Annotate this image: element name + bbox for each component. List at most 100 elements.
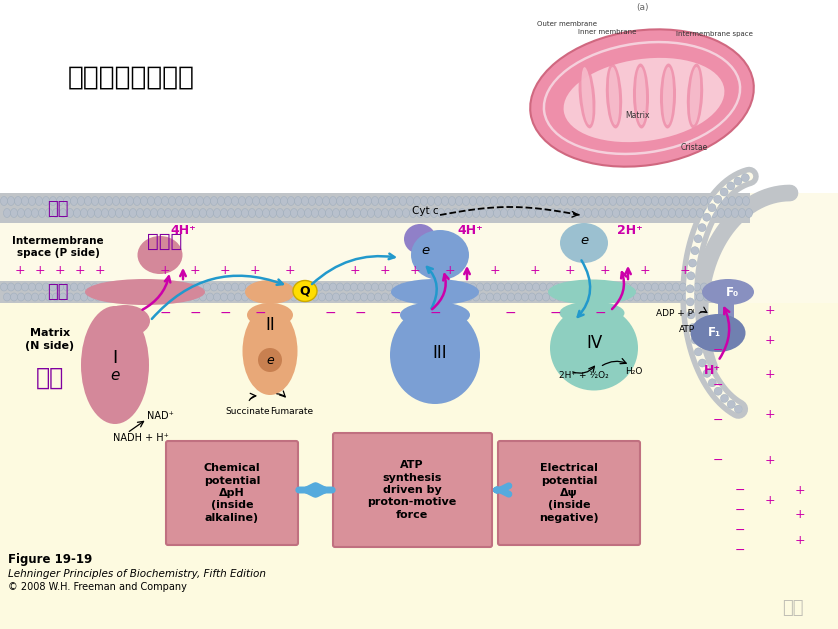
Ellipse shape	[350, 196, 358, 206]
Ellipse shape	[99, 196, 106, 206]
Ellipse shape	[178, 208, 185, 218]
Ellipse shape	[45, 293, 53, 301]
Ellipse shape	[687, 272, 695, 280]
Ellipse shape	[262, 208, 270, 218]
Text: −: −	[220, 306, 230, 320]
Ellipse shape	[548, 279, 636, 304]
Ellipse shape	[567, 196, 575, 206]
Ellipse shape	[32, 293, 39, 301]
Bar	[0, 281, 720, 303]
Ellipse shape	[577, 293, 584, 301]
Text: −: −	[594, 306, 606, 320]
Ellipse shape	[411, 230, 469, 280]
Ellipse shape	[613, 293, 619, 301]
Ellipse shape	[39, 293, 45, 301]
Ellipse shape	[564, 58, 724, 142]
Ellipse shape	[141, 196, 147, 206]
Ellipse shape	[746, 208, 753, 218]
Ellipse shape	[675, 208, 682, 218]
Text: Lehninger Principles of Biochemistry, Fifth Edition: Lehninger Principles of Biochemistry, Fi…	[8, 569, 266, 579]
Ellipse shape	[434, 283, 442, 291]
Ellipse shape	[423, 293, 431, 301]
Ellipse shape	[452, 208, 458, 218]
Ellipse shape	[725, 208, 732, 218]
Ellipse shape	[329, 283, 337, 291]
Ellipse shape	[158, 293, 164, 301]
Ellipse shape	[703, 213, 711, 221]
Text: space (P side): space (P side)	[17, 248, 100, 258]
Ellipse shape	[172, 293, 178, 301]
Ellipse shape	[14, 196, 22, 206]
Ellipse shape	[732, 208, 738, 218]
Text: +: +	[160, 264, 170, 277]
Ellipse shape	[214, 293, 220, 301]
Ellipse shape	[686, 196, 694, 206]
Ellipse shape	[561, 196, 567, 206]
Ellipse shape	[519, 283, 525, 291]
Ellipse shape	[22, 196, 28, 206]
Ellipse shape	[178, 293, 185, 301]
Text: H⁺: H⁺	[703, 364, 721, 377]
Ellipse shape	[127, 196, 133, 206]
Ellipse shape	[294, 283, 302, 291]
Text: +: +	[639, 264, 650, 277]
Ellipse shape	[270, 293, 277, 301]
Ellipse shape	[325, 293, 333, 301]
Ellipse shape	[669, 293, 675, 301]
Ellipse shape	[427, 196, 434, 206]
Ellipse shape	[542, 208, 550, 218]
Ellipse shape	[702, 279, 754, 305]
Ellipse shape	[130, 293, 137, 301]
Ellipse shape	[473, 293, 479, 301]
Ellipse shape	[504, 283, 511, 291]
Ellipse shape	[396, 293, 402, 301]
Ellipse shape	[734, 177, 742, 185]
Ellipse shape	[515, 293, 521, 301]
Ellipse shape	[577, 208, 584, 218]
Ellipse shape	[368, 208, 375, 218]
Text: −: −	[713, 454, 723, 467]
Ellipse shape	[210, 196, 218, 206]
Text: −: −	[324, 306, 336, 320]
Ellipse shape	[508, 208, 515, 218]
Ellipse shape	[630, 196, 638, 206]
Ellipse shape	[711, 208, 717, 218]
Ellipse shape	[43, 196, 49, 206]
Ellipse shape	[623, 196, 630, 206]
Ellipse shape	[168, 196, 175, 206]
Ellipse shape	[708, 204, 716, 212]
Text: +: +	[765, 333, 775, 347]
Ellipse shape	[442, 196, 448, 206]
Ellipse shape	[337, 196, 344, 206]
Ellipse shape	[463, 283, 469, 291]
Text: −: −	[389, 306, 401, 320]
Text: +: +	[794, 484, 805, 496]
Text: +: +	[530, 264, 541, 277]
Ellipse shape	[304, 293, 312, 301]
Ellipse shape	[220, 208, 227, 218]
Ellipse shape	[521, 293, 529, 301]
Text: −: −	[354, 306, 366, 320]
Ellipse shape	[1, 283, 8, 291]
Ellipse shape	[189, 196, 196, 206]
Ellipse shape	[571, 208, 577, 218]
Ellipse shape	[231, 283, 239, 291]
Ellipse shape	[596, 283, 603, 291]
Ellipse shape	[448, 196, 456, 206]
Ellipse shape	[137, 208, 143, 218]
Ellipse shape	[354, 208, 360, 218]
Ellipse shape	[582, 67, 592, 125]
Ellipse shape	[680, 196, 686, 206]
Ellipse shape	[416, 293, 423, 301]
Ellipse shape	[32, 208, 39, 218]
Ellipse shape	[3, 293, 11, 301]
Text: +: +	[794, 508, 805, 521]
Text: ATP
synthesis
driven by
proton-motive
force: ATP synthesis driven by proton-motive fo…	[367, 460, 457, 520]
Ellipse shape	[530, 30, 754, 167]
Ellipse shape	[151, 208, 158, 218]
Text: +: +	[489, 264, 500, 277]
Ellipse shape	[273, 196, 281, 206]
Ellipse shape	[680, 283, 686, 291]
Text: +: +	[95, 264, 106, 277]
Ellipse shape	[291, 208, 297, 218]
